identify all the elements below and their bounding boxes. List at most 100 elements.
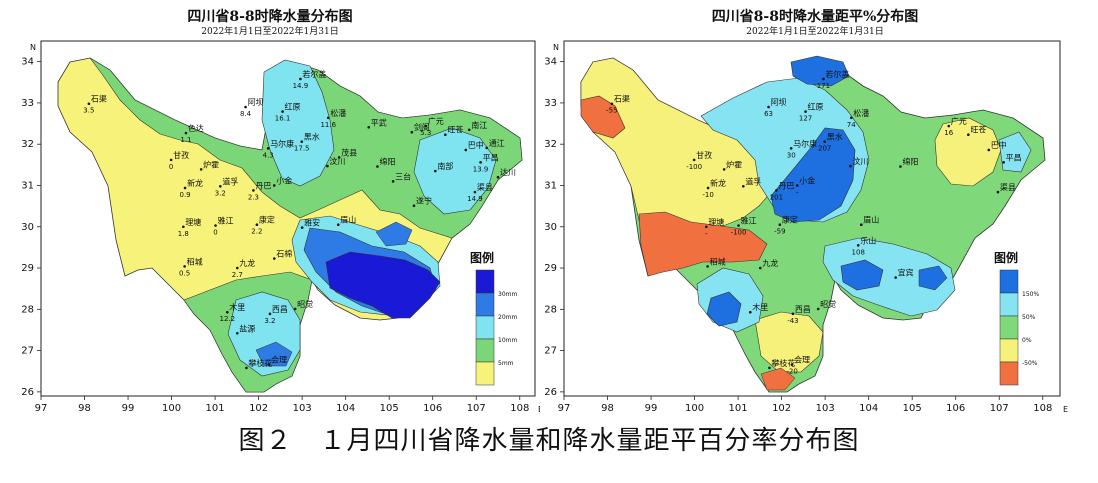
y-tick-label: 26: [21, 387, 34, 398]
station-dot: [87, 102, 91, 106]
legend-title: 图例: [994, 250, 1018, 265]
legend-label-20mm: 20mm: [498, 314, 517, 321]
station-marker: 黑水 17.5: [294, 132, 320, 153]
station-dot: [748, 310, 752, 314]
x-tick-label: 100: [162, 403, 181, 414]
precip-map-subtitle: 2022年1月1日至2022年1月31日: [201, 27, 339, 37]
station-marker: 红原 127: [799, 102, 824, 123]
station-dot: [266, 147, 270, 150]
station-name: 眉山: [863, 215, 879, 225]
station-value: -20: [786, 368, 797, 376]
station-dot: [789, 147, 793, 150]
anomaly-over-150-north: [790, 55, 850, 87]
station-marker: 若尔盖 171: [817, 69, 850, 90]
station-marker: 黑水 207: [818, 132, 843, 153]
station-name: 马尔康: [793, 138, 817, 148]
station-name: 道孚: [222, 176, 238, 186]
y-tick-label: 31: [545, 180, 557, 191]
station-name: 甘孜: [696, 150, 712, 160]
station-value: 11.6: [320, 121, 336, 129]
station-dot: [367, 125, 371, 129]
y-tick-label: 32: [21, 139, 34, 150]
station-dot: [281, 110, 284, 113]
y-tick-label: 28: [545, 304, 557, 315]
station-marker: 稻城: [706, 256, 726, 268]
station-marker: 眉山: [859, 215, 879, 226]
station-name: 黑水: [827, 132, 843, 142]
x-tick-label: 98: [601, 403, 614, 414]
station-dot: [219, 185, 222, 188]
station-value: 16.1: [275, 115, 291, 123]
y-tick-label: 30: [21, 222, 34, 233]
station-marker: 九龙 2.7: [232, 258, 256, 279]
x-tick-label: 107: [990, 403, 1009, 414]
x-tick-label: 105: [903, 403, 922, 414]
station-value: 8.4: [240, 110, 252, 118]
x-tick-label: 97: [35, 403, 48, 414]
station-dot: [336, 223, 340, 226]
station-dot: [272, 257, 276, 260]
station-marker: 新龙 0.9: [179, 178, 203, 199]
y-tick-label: 26: [545, 387, 557, 398]
station-name: 宜宾: [898, 268, 914, 278]
station-name: 西昌: [795, 305, 811, 314]
station-dot: [299, 77, 302, 81]
station-name: 阿坝: [771, 98, 787, 107]
station-marker: 西昌 3.2: [264, 305, 288, 325]
station-marker: 石棉: [272, 249, 292, 260]
legend-label-150: 150%: [1022, 291, 1039, 298]
legend-swatch-30mm: [475, 269, 495, 294]
y-tick-label: 29: [21, 263, 34, 274]
station-value: 0: [169, 163, 173, 171]
station-dot: [326, 164, 329, 168]
x-tick-label: 100: [685, 403, 704, 414]
station-marker: 甘孜0: [169, 150, 189, 171]
anomaly-below-neg50-southwest: [638, 211, 768, 277]
station-name: 新龙: [710, 178, 726, 188]
y-tick-label: 31: [21, 180, 34, 191]
station-marker: 汶川: [849, 156, 868, 168]
station-marker: 平昌: [1002, 153, 1022, 164]
station-name: 雅江: [741, 216, 757, 226]
station-name: 九龙: [762, 258, 778, 268]
legend-label-neg50: -50%: [1022, 360, 1038, 367]
station-name: 若尔盖: [825, 69, 849, 79]
station-value: 3.2: [264, 317, 275, 325]
station-marker: 眉山: [336, 215, 356, 226]
station-marker: 西昌 -43: [787, 305, 811, 325]
station-dot: [183, 186, 187, 190]
station-dot: [737, 224, 740, 227]
station-dot: [464, 148, 468, 152]
station-value: 201: [770, 193, 783, 201]
station-value: 14.9: [467, 195, 483, 203]
station-name: 茂县: [341, 147, 357, 157]
station-marker: 广元 5.3: [420, 116, 444, 137]
station-dot: [692, 158, 696, 162]
y-tick-label: 30: [545, 222, 557, 233]
station-dot: [706, 265, 709, 268]
station-name: 新龙: [187, 178, 203, 188]
station-marker: 松潘 11.6: [320, 108, 346, 129]
station-dot: [496, 175, 500, 179]
x-tick-label: 103: [293, 403, 312, 414]
station-dot: [235, 331, 239, 335]
station-dot: [791, 312, 795, 316]
station-name: 黑水: [304, 132, 320, 142]
station-dot: [485, 146, 488, 150]
anomaly-neg0-50-west: [580, 57, 779, 241]
station-dot: [742, 185, 745, 188]
anomaly-over-150-south: [840, 259, 884, 291]
province-fills: [580, 55, 1046, 393]
station-dot: [822, 77, 825, 81]
precip-over-30mm: [325, 251, 441, 319]
station-marker: 渠县: [996, 182, 1016, 194]
legend-title: 图例: [470, 250, 494, 265]
station-name: 西昌: [272, 305, 288, 314]
station-labels: 若尔盖 14.9 石渠 3.5 阿坝 8.4 红原 16.1 松潘 11.6 平武 广元 5.3 旺苍南江…: [83, 69, 516, 370]
station-marker: 宜宾: [894, 268, 914, 279]
station-value: -: [705, 230, 708, 238]
station-dot: [444, 133, 447, 137]
x-tick-label: 99: [645, 403, 658, 414]
station-value: 16: [944, 129, 953, 137]
station-dot: [272, 184, 276, 187]
